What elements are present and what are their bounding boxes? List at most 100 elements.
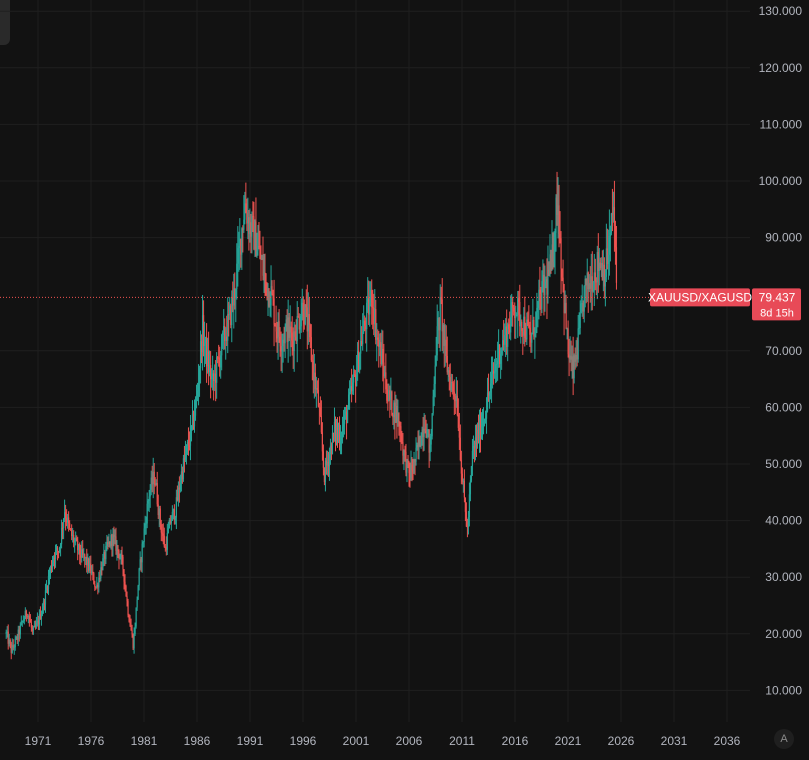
candle-body (117, 545, 119, 551)
candle-body (181, 471, 184, 480)
candle-body (379, 342, 381, 347)
candle-body (592, 290, 594, 292)
candle-body (244, 203, 246, 220)
candle-body (358, 351, 360, 371)
candle-body (77, 541, 79, 551)
candle-body (430, 436, 432, 445)
candle-body (529, 327, 531, 335)
candle-body (608, 236, 610, 255)
candle-body (106, 542, 108, 547)
candle-body (525, 337, 527, 340)
candle-body (389, 390, 391, 400)
candle-body (375, 309, 377, 340)
candle-body (189, 426, 192, 446)
candle-body (16, 637, 18, 640)
candle-body (78, 544, 80, 551)
candle-body (281, 346, 283, 352)
candle-body (46, 587, 49, 589)
candle-body (286, 319, 288, 343)
candle-body (406, 458, 408, 473)
candle-body (23, 619, 25, 621)
candle-body (589, 283, 591, 289)
candle-body (292, 340, 294, 352)
candle-body (228, 314, 230, 316)
candle-body (70, 528, 72, 530)
x-tick-label: 1971 (25, 734, 52, 748)
candle-body (140, 559, 142, 563)
candle-body (264, 272, 266, 274)
candle-body (341, 426, 344, 438)
candle-body (467, 516, 470, 528)
candle-body (196, 390, 199, 396)
candle-body (391, 391, 393, 415)
candle-body (597, 252, 599, 271)
candle-body (153, 471, 155, 484)
candle-body (309, 324, 311, 338)
candle-body (40, 614, 43, 620)
candle-body (512, 302, 514, 308)
candle-body (466, 526, 469, 528)
candle-body (615, 247, 618, 283)
candle-body (114, 536, 116, 538)
candle-body (382, 348, 384, 363)
candle-body (235, 289, 237, 298)
candle-body (146, 503, 148, 524)
candle-body (447, 370, 449, 373)
candle-body (369, 302, 371, 315)
candle-body (560, 238, 562, 269)
candle-body (11, 645, 13, 653)
candle-body (364, 320, 366, 326)
candle-body (50, 566, 53, 569)
candle-body (288, 317, 290, 338)
candle-body (333, 422, 336, 434)
candle-body (147, 500, 149, 504)
candle-body (83, 554, 85, 556)
candle-body (69, 523, 71, 529)
candle-body (233, 288, 235, 306)
candle-body (376, 337, 378, 340)
candle-body (390, 391, 392, 400)
candle-body (465, 511, 467, 527)
candle-body (434, 365, 436, 385)
candle-body (209, 365, 211, 373)
candle-body (115, 536, 117, 551)
candle-body (238, 245, 240, 249)
candle-body (455, 395, 457, 402)
candle-body (557, 205, 559, 216)
candle-body (252, 216, 254, 218)
candle-body (155, 483, 157, 485)
candle-body (397, 413, 399, 422)
candle-body (340, 437, 343, 441)
candle-body (148, 496, 150, 501)
candle-body (477, 429, 480, 441)
candle-body (27, 616, 29, 618)
candle-body (325, 460, 328, 466)
candle-body (344, 411, 347, 415)
candle-body (224, 325, 226, 341)
candle-body (12, 645, 14, 648)
candle-body (441, 299, 443, 332)
candle-body (176, 497, 178, 501)
candle-body (90, 563, 92, 574)
candle-body (604, 276, 606, 287)
auto-scale-button[interactable]: A (774, 729, 794, 749)
candle-body (459, 437, 461, 461)
candle-body (100, 567, 102, 579)
candle-body (225, 336, 227, 341)
candle-body (493, 371, 496, 374)
candle-body (583, 286, 585, 312)
candle-body (109, 541, 111, 546)
candle-body (95, 586, 97, 588)
candle-body (335, 427, 338, 437)
candle-body (68, 517, 70, 524)
candle-body (413, 459, 415, 471)
candle-body (151, 477, 153, 485)
candle-body (585, 278, 587, 286)
candle-body (39, 613, 42, 620)
candle-body (355, 374, 357, 386)
top-left-tab[interactable] (0, 0, 10, 45)
candle-body (200, 341, 203, 353)
candle-body (454, 396, 456, 402)
candle-body (487, 392, 490, 396)
